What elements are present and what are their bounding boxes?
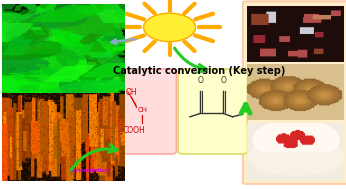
- FancyBboxPatch shape: [243, 1, 346, 184]
- Text: COOH: COOH: [123, 126, 146, 135]
- FancyBboxPatch shape: [102, 69, 176, 154]
- Circle shape: [144, 13, 195, 42]
- FancyBboxPatch shape: [178, 69, 247, 154]
- Text: Catalytic conversion (Key step): Catalytic conversion (Key step): [113, 66, 285, 76]
- Text: OH: OH: [126, 88, 137, 97]
- Text: O: O: [221, 76, 227, 85]
- Text: CH: CH: [138, 107, 148, 113]
- Text: O: O: [198, 76, 204, 85]
